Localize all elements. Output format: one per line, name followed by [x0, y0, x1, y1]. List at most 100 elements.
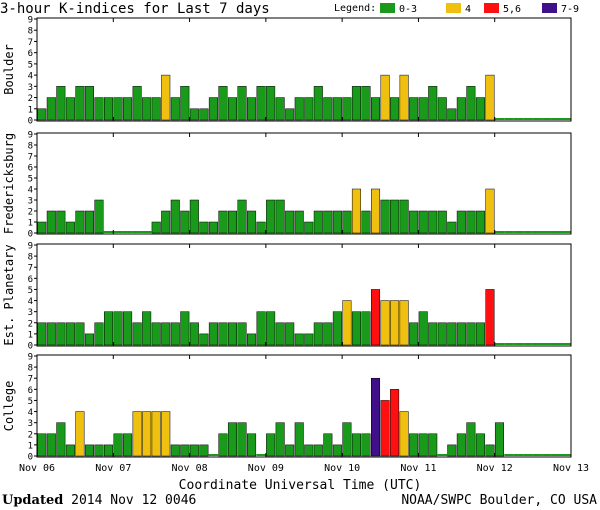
y-tick-label: 4 [28, 408, 33, 418]
bar [123, 433, 133, 457]
bar [151, 411, 161, 457]
y-tick-label: 0 [28, 342, 33, 352]
bar [142, 97, 152, 121]
bar [428, 210, 438, 234]
bar [266, 199, 276, 234]
bar [46, 322, 56, 346]
bar [351, 433, 361, 457]
bar [304, 444, 314, 457]
y-tick-label: 2 [28, 319, 33, 329]
y-tick-label: 7 [28, 38, 33, 48]
bar-zero [132, 231, 142, 233]
legend-text-5-6: 5,6 [503, 4, 522, 15]
bar [247, 97, 257, 121]
bar [380, 400, 390, 457]
bar [447, 322, 457, 346]
x-tick-label: Nov 10 [324, 463, 360, 474]
bar [84, 444, 94, 457]
bar [313, 322, 323, 346]
bar [361, 433, 371, 457]
y-tick-label: 8 [28, 27, 33, 37]
bar [208, 97, 218, 121]
bar [189, 199, 199, 234]
bar [428, 433, 438, 457]
bar [46, 433, 56, 457]
bar-empty [513, 454, 524, 456]
bar [180, 86, 190, 121]
bar-empty [494, 118, 505, 120]
bar [151, 97, 161, 121]
bar [361, 210, 371, 234]
bar [170, 444, 180, 457]
bar [466, 210, 476, 234]
bar [84, 210, 94, 234]
y-tick-label: 8 [28, 364, 33, 374]
bar-empty [561, 231, 571, 233]
legend-item-5-6: 5,6 [484, 3, 521, 16]
bar [332, 97, 342, 121]
updated-timestamp: Updated 2014 Nov 12 0046 [2, 493, 196, 509]
bar [466, 422, 476, 457]
bar-zero [256, 454, 266, 456]
bar-empty [523, 231, 533, 233]
bar [418, 311, 428, 346]
bar [361, 86, 371, 121]
bar-empty [513, 231, 524, 233]
x-tick-label: Nov 08 [172, 463, 208, 474]
bar [104, 444, 114, 457]
bar [351, 311, 361, 346]
y-tick-label: 0 [28, 453, 33, 463]
bar [161, 411, 171, 457]
bar [56, 86, 66, 121]
bar [418, 210, 428, 234]
bar [275, 322, 285, 346]
bar [142, 411, 152, 457]
bar [113, 433, 123, 457]
station-label: Est. Planetary [2, 244, 16, 345]
bar [285, 322, 295, 346]
bar [304, 333, 314, 346]
bar [456, 322, 466, 346]
panel-frame [36, 132, 572, 235]
bar [227, 422, 238, 457]
bar [113, 97, 123, 121]
credit-line: NOAA/SWPC Boulder, CO USA [401, 493, 597, 508]
bar [294, 97, 304, 121]
updated-label: Updated [2, 493, 64, 508]
bar [437, 210, 447, 234]
bar [409, 433, 419, 457]
bar-zero [113, 231, 123, 233]
bar-zero [208, 454, 219, 456]
bar-empty [532, 118, 543, 120]
x-tick-label: Nov 09 [248, 463, 284, 474]
bar [237, 86, 247, 121]
bar [275, 97, 285, 121]
y-tick-label: 5 [28, 175, 33, 185]
y-tick-label: 5 [28, 397, 33, 407]
bar [371, 97, 381, 121]
bar [390, 199, 400, 234]
bar [466, 322, 476, 346]
bar [437, 322, 447, 346]
bar [75, 411, 85, 457]
bar [313, 444, 323, 457]
bar [199, 221, 209, 234]
legend-swatch-5-6 [484, 3, 499, 13]
y-tick-label: 6 [28, 49, 33, 59]
k-index-charts: 0123456789Boulder0123456789Fredericksbur… [2, 16, 589, 475]
y-tick-label: 8 [28, 253, 33, 263]
bar-empty [532, 231, 543, 233]
bar [409, 210, 419, 234]
bar [237, 199, 247, 234]
bar-empty [542, 231, 552, 233]
bar [65, 97, 75, 121]
bar [170, 97, 180, 121]
bar [56, 422, 66, 457]
bar [313, 86, 323, 121]
bar-zero [122, 231, 133, 233]
bar [294, 210, 304, 234]
bar [390, 300, 400, 346]
bar-zero [103, 231, 114, 233]
bar [256, 221, 266, 234]
